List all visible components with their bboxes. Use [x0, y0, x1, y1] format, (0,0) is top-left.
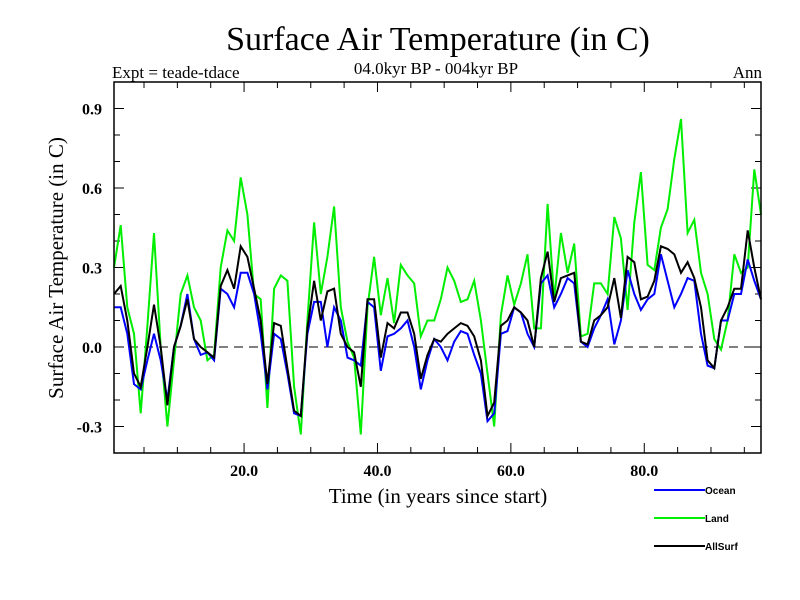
- y-tick-label: 0.9: [82, 102, 102, 119]
- y-tick-label: 0.3: [82, 261, 102, 278]
- y-tick-label: -0.3: [77, 420, 102, 437]
- legend: Ocean Land AllSurf: [654, 486, 738, 553]
- series-line-land: [113, 118, 762, 435]
- legend-label: AllSurf: [705, 542, 738, 553]
- series-layer: [113, 118, 762, 435]
- season-label: Ann: [733, 63, 763, 82]
- period-label: 04.0kyr BP - 004kyr BP: [354, 59, 518, 78]
- legend-item-land: Land: [654, 514, 729, 525]
- plot-frame: [113, 81, 762, 454]
- legend-item-ocean: Ocean: [654, 486, 736, 497]
- legend-item-allsurf: AllSurf: [654, 542, 738, 553]
- series-line-ocean: [114, 254, 762, 424]
- x-tick-label: 60.0: [497, 463, 525, 480]
- x-tick-label: 80.0: [630, 463, 658, 480]
- experiment-label: Expt = teade-tdace: [112, 63, 240, 82]
- chart-title: Surface Air Temperature (in C): [226, 21, 650, 58]
- series-line-allsurf: [113, 230, 762, 420]
- x-axis-label: Time (in years since start): [329, 484, 548, 508]
- x-tick-label: 20.0: [230, 463, 258, 480]
- y-tick-label: 0.6: [82, 181, 102, 198]
- axis-ticks: 20.0 40.0 60.0 80.0 -0.3 0.0 0.3 0.6 0.9: [77, 81, 761, 480]
- y-tick-label: 0.0: [82, 340, 102, 357]
- x-tick-label: 40.0: [363, 463, 391, 480]
- legend-label: Ocean: [705, 486, 736, 497]
- y-axis-label: Surface Air Temperature (in C): [44, 137, 68, 399]
- legend-label: Land: [705, 514, 729, 525]
